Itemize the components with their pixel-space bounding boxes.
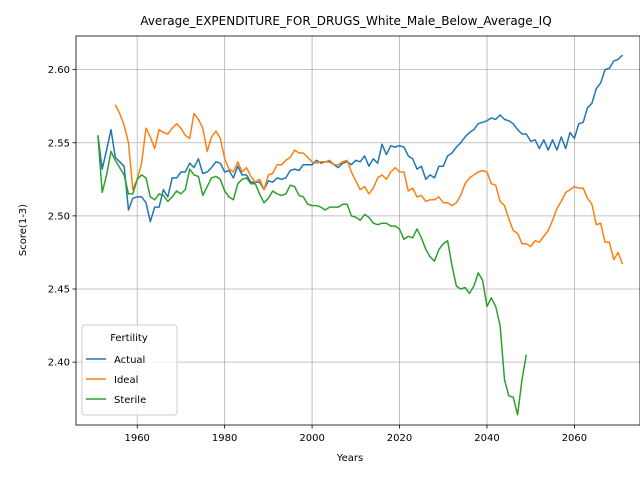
legend-label: Actual — [114, 355, 145, 366]
y-tick-label: 2.45 — [48, 284, 70, 295]
legend-entries: Actual Ideal Sterile — [86, 355, 146, 406]
y-tick-label: 2.50 — [48, 211, 70, 222]
legend-label: Ideal — [114, 375, 138, 386]
x-tick-label: 1980 — [212, 433, 237, 444]
series-group — [97, 54, 624, 416]
x-tick-label: 2040 — [474, 433, 499, 444]
x-tick-label: 2000 — [299, 433, 324, 444]
x-axis: 1960 1980 2000 2020 2040 2060 — [124, 425, 587, 444]
plot-frame — [75, 35, 640, 426]
legend-title: Fertility — [110, 333, 148, 344]
legend: Fertility Actual Ideal Sterile — [81, 324, 178, 416]
series-line-sterile — [97, 135, 528, 416]
x-tick-label: 2060 — [562, 433, 587, 444]
series-line-actual — [97, 54, 624, 223]
y-tick-label: 2.60 — [48, 65, 70, 76]
chart-title: Average_EXPENDITURE_FOR_DRUGS_White_Male… — [140, 14, 551, 28]
series-line-ideal — [114, 104, 624, 265]
x-tick-label: 2020 — [387, 433, 412, 444]
y-tick-label: 2.55 — [48, 138, 70, 149]
legend-label: Sterile — [114, 395, 146, 406]
x-axis-title: Years — [336, 453, 363, 464]
legend-box — [81, 324, 178, 416]
y-axis: 2.40 2.45 2.50 2.55 2.60 — [48, 65, 76, 369]
y-tick-label: 2.40 — [48, 358, 70, 369]
y-axis-title: Score(1-3) — [18, 204, 29, 256]
x-tick-label: 1960 — [124, 433, 149, 444]
